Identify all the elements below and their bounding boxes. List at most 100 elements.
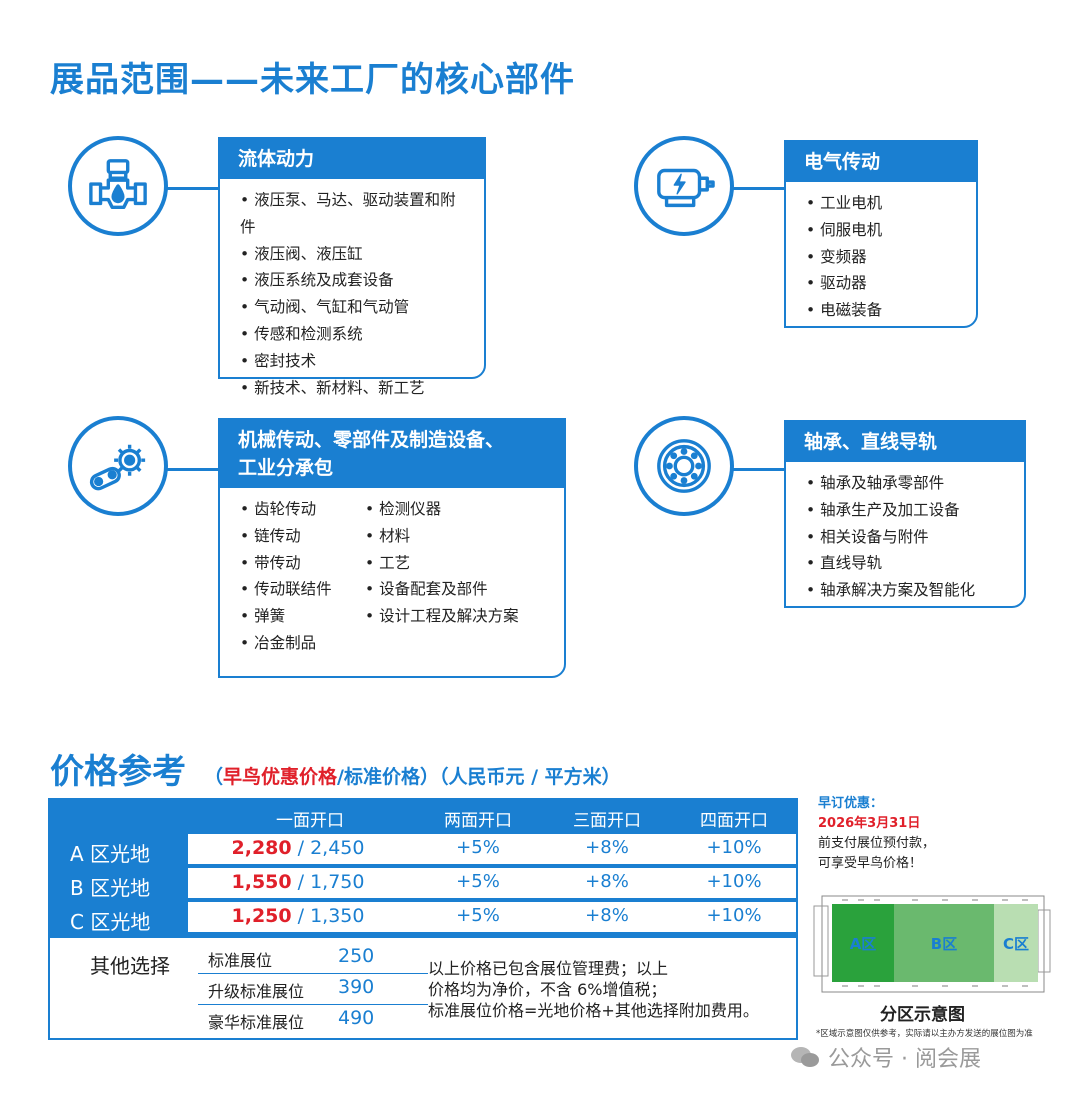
bearing-icon (657, 439, 711, 493)
col-header: 两面开口 (444, 811, 512, 831)
list-item: 弹簧 (240, 603, 365, 630)
list-item: 工业电机 (806, 190, 960, 217)
early-bird-promo: 早订优惠： 2026年3月31日 前支付展位预付款， 可享受早鸟价格！ (818, 794, 1058, 874)
list-item: 设备配套及部件 (365, 576, 519, 603)
card-title-mechanical: 机械传动、零部件及制造设备、 工业分承包 (220, 420, 564, 488)
row-label: C 区光地 (70, 910, 151, 934)
option-price: 390 (338, 976, 375, 998)
floorplan-outline (813, 895, 1051, 993)
option-row: 标准展位 250 (198, 942, 428, 974)
list-item: 齿轮传动 (240, 496, 365, 523)
option-name: 标准展位 (208, 951, 273, 970)
zone-b: B区 (894, 904, 994, 982)
list-item: 相关设备与附件 (806, 524, 1008, 551)
list-item: 传动联结件 (240, 576, 365, 603)
price-cell: +10% (706, 837, 762, 858)
connector-line (150, 187, 220, 190)
watermark: 公众号 · 阅会展 (790, 1041, 981, 1073)
list-item: 轴承解决方案及智能化 (806, 577, 1008, 604)
other-options: 其他选择 标准展位 250 升级标准展位 390 豪华标准展位 490 以上价格… (50, 938, 796, 1038)
col-header: 四面开口 (700, 811, 768, 831)
card-bearing: 轴承、直线导轨 轴承及轴承零部件 轴承生产及加工设备 相关设备与附件 直线导轨 … (784, 420, 1026, 608)
list-item: 轴承生产及加工设备 (806, 497, 1008, 524)
table-row: 1,550 / 1,750 +5% +8% +10% (188, 868, 796, 898)
list-item: 链传动 (240, 523, 365, 550)
card-title-electric-drive: 电气传动 (786, 142, 976, 182)
list-item: 驱动器 (806, 270, 960, 297)
list-item: 液压阀、液压缸 (240, 241, 468, 268)
price-cell: +5% (456, 837, 500, 858)
option-row: 升级标准展位 390 (198, 973, 428, 1005)
list-item: 检测仪器 (365, 496, 519, 523)
price-table: 一面开口 两面开口 三面开口 四面开口 A 区光地 B 区光地 C 区光地 2,… (48, 798, 798, 1040)
price-cell: +5% (456, 905, 500, 926)
watermark-text: 公众号 · 阅会展 (828, 1047, 981, 1072)
list-item: 密封技术 (240, 348, 468, 375)
list-item: 传感和检测系统 (240, 321, 468, 348)
connector-line (716, 187, 786, 190)
price-note: 以上价格已包含展位管理费；以上 价格均为净价，不含 6%增值税； 标准展位价格=… (428, 959, 759, 1020)
list-item: 轴承及轴承零部件 (806, 470, 1008, 497)
list-item: 液压泵、马达、驱动装置和附件 (240, 187, 468, 241)
list-item: 气动阀、气缸和气动管 (240, 294, 468, 321)
option-row: 豪华标准展位 490 (198, 1004, 428, 1036)
card-electric-drive: 电气传动 工业电机 伺服电机 变频器 驱动器 电磁装备 (784, 140, 978, 328)
zone-map: A区 B区 C区 (812, 886, 1052, 998)
list-item: 冶金制品 (240, 630, 365, 657)
price-title: 价格参考 （早鸟优惠价格/标准价格）（人民币元 / 平方米） (50, 744, 621, 793)
price-subtitle: （早鸟优惠价格/标准价格）（人民币元 / 平方米） (204, 766, 621, 788)
option-name: 升级标准展位 (208, 982, 305, 1001)
list-item: 工艺 (365, 550, 519, 577)
list-item: 材料 (365, 523, 519, 550)
table-row: 1,250 / 1,350 +5% +8% +10% (188, 902, 796, 932)
card-title-line: 机械传动、零部件及制造设备、 (238, 429, 505, 451)
card-title-line: 工业分承包 (238, 457, 334, 479)
gear-chain-icon-circle (68, 416, 168, 516)
connector-line (716, 468, 786, 471)
section-title-exhibits: 展品范围——未来工厂的核心部件 (50, 60, 575, 100)
price-cell: 1,250 / 1,350 (231, 905, 365, 927)
promo-text: 可享受早鸟价格！ (818, 856, 923, 871)
motor-icon-circle (634, 136, 734, 236)
price-cell: +5% (456, 871, 500, 892)
price-cell: +8% (585, 871, 629, 892)
early-bird-label: 早鸟优惠价格 (223, 766, 338, 788)
card-mechanical: 机械传动、零部件及制造设备、 工业分承包 齿轮传动 链传动 带传动 传动联结件 … (218, 418, 566, 678)
option-price: 250 (338, 945, 375, 967)
other-options-label: 其他选择 (90, 954, 170, 978)
list-item: 电磁装备 (806, 297, 960, 324)
valve-icon-circle (68, 136, 168, 236)
motor-icon (657, 168, 715, 208)
row-label: B 区光地 (70, 876, 151, 900)
list-item: 直线导轨 (806, 550, 1008, 577)
list-item: 带传动 (240, 550, 365, 577)
zone-c: C区 (994, 904, 1038, 982)
list-item: 变频器 (806, 244, 960, 271)
col-header: 一面开口 (276, 811, 344, 831)
card-fluid-power: 流体动力 液压泵、马达、驱动装置和附件 液压阀、液压缸 液压系统及成套设备 气动… (218, 137, 486, 397)
zone-a: A区 (832, 904, 894, 982)
list-item: 液压系统及成套设备 (240, 267, 468, 294)
price-cell: +8% (585, 837, 629, 858)
card-title-bearing: 轴承、直线导轨 (786, 422, 1024, 462)
table-row: 2,280 / 2,450 +5% +8% +10% (188, 834, 796, 864)
promo-title: 早订优惠： (818, 796, 884, 811)
promo-deadline: 2026年3月31日 (818, 816, 921, 831)
list-item: 新技术、新材料、新工艺 (240, 375, 468, 402)
gear-chain-icon (89, 444, 146, 491)
promo-text: 前支付展位预付款， (818, 836, 936, 851)
option-price: 490 (338, 1007, 375, 1029)
list-item: 设计工程及解决方案 (365, 603, 519, 630)
col-header: 三面开口 (573, 811, 641, 831)
map-note: *区域示意图仅供参考，实际请以主办方发送的展位图为准 (816, 1029, 1033, 1039)
option-name: 豪华标准展位 (208, 1013, 305, 1032)
map-title: 分区示意图 (880, 1005, 965, 1025)
price-cell: +10% (706, 871, 762, 892)
row-label: A 区光地 (70, 842, 151, 866)
card-title-fluid-power: 流体动力 (220, 139, 484, 179)
section-title-price: 价格参考 (50, 752, 186, 792)
connector-line (150, 468, 220, 471)
bearing-icon-circle (634, 416, 734, 516)
price-cell: +10% (706, 905, 762, 926)
list-item: 伺服电机 (806, 217, 960, 244)
